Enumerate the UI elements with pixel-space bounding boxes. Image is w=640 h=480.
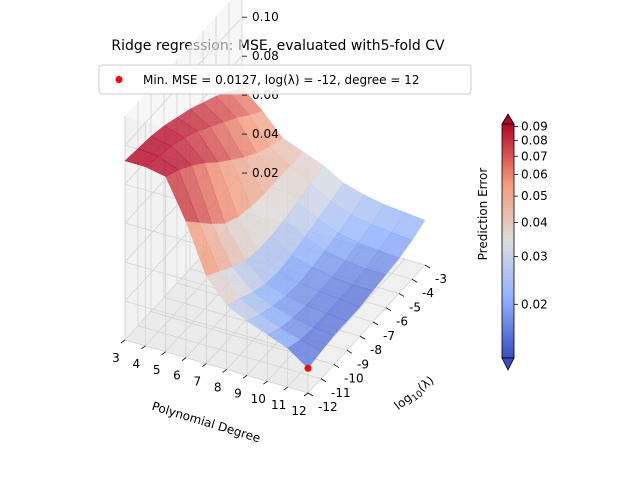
y-tick-mark [307, 392, 314, 397]
x-tick-label: 8 [214, 380, 222, 394]
y-tick-mark [398, 293, 405, 297]
colorbar-tick-label: 0.09 [521, 120, 548, 134]
minimum-marker-layer [304, 364, 312, 372]
z-tick-label: 0.10 [252, 10, 279, 24]
grid-floor-y [124, 339, 309, 394]
y-tick-label: -8 [370, 343, 382, 357]
colorbar-body [501, 123, 515, 359]
x-tick-label: 10 [251, 392, 266, 406]
x-tick-label: 3 [112, 351, 120, 365]
colorbar-tick-label: 0.04 [521, 215, 548, 229]
colorbar-tick-label: 0.03 [521, 249, 548, 263]
y-tick-label: -4 [422, 286, 434, 300]
svg-text:log10(λ): log10(λ) [391, 373, 438, 415]
legend-marker [115, 76, 123, 83]
y-tick-label: -5 [409, 300, 421, 314]
x-ticks: 3 4 5 6 7 8 9 10 11 12 [112, 339, 309, 418]
colorbar-tick-label: 0.05 [521, 189, 548, 203]
colorbar-ticks: 0.090.080.07 0.06 0.05 0.04 0.03 0.02 [514, 120, 548, 311]
y-tick-mark [424, 264, 431, 269]
x-tick-mark [263, 380, 268, 385]
colorbar-extend-top [501, 113, 515, 125]
y-tick-mark [359, 335, 366, 340]
colorbar-tick-label: 0.06 [521, 168, 548, 182]
legend-box [98, 64, 472, 95]
x-tick-mark [242, 375, 248, 379]
colorbar-tick-label: 0.02 [521, 297, 548, 311]
y-tick-mark [385, 307, 392, 312]
x-tick-label: 6 [173, 369, 181, 383]
x-tick-label: 9 [234, 386, 242, 400]
axes-3d: 3 4 5 6 7 8 9 10 11 12 -3-4-5-6-7-8-9-10-11-12 0.… [112, 0, 447, 418]
x-tick-mark [202, 363, 207, 367]
y-tick-label: -3 [435, 272, 447, 286]
y-tick-mark [372, 321, 379, 326]
x-tick-label: 5 [153, 363, 161, 377]
legend: Min. MSE = 0.0127, log(λ) = -12, degree … [98, 64, 472, 95]
grid-left-z [124, 300, 309, 355]
x-tick-label: 12 [291, 404, 306, 418]
y-tick-label: -11 [331, 386, 351, 400]
x-tick-mark [283, 386, 288, 391]
y-tick-mark [333, 364, 340, 368]
x-tick-mark [181, 357, 187, 361]
x-tick-label: 11 [271, 398, 286, 412]
y-tick-mark [411, 278, 418, 283]
y-tick-mark [346, 349, 353, 354]
y-tick-label: -12 [318, 400, 338, 414]
y-axis-label-log: log [391, 390, 414, 412]
colorbar: 0.090.080.07 0.06 0.05 0.04 0.03 0.02 [501, 113, 548, 371]
colorbar-extend-bottom [501, 357, 515, 371]
x-tick-label: 7 [193, 375, 201, 389]
y-tick-label: -6 [396, 315, 408, 329]
z-axis-label: Prediction Error [476, 168, 490, 261]
y-tick-label: -9 [357, 357, 369, 371]
grid-floor-y [137, 325, 322, 380]
x-axis-label: Polynomial Degree [150, 399, 262, 445]
legend-label: Min. MSE = 0.0127, log(λ) = -12, degree … [143, 73, 419, 87]
y-ticks: -3-4-5-6-7-8-9-10-11-12 [307, 264, 447, 414]
y-tick-mark [320, 378, 327, 383]
y-tick-label: -7 [383, 329, 395, 343]
surface-patch [287, 339, 322, 369]
y-axis-label: log10(λ) [391, 373, 438, 415]
x-tick-mark [161, 351, 166, 356]
colorbar-tick-label: 0.08 [521, 134, 548, 148]
x-tick-mark [303, 392, 309, 397]
x-tick-label: 4 [132, 357, 140, 371]
z-ticks: 0.020.040.060.080.10 [242, 10, 279, 180]
minimum-marker [304, 364, 312, 372]
z-tick-label: 0.04 [252, 127, 279, 141]
grid-floor-x [307, 264, 426, 394]
y-tick-label: -10 [344, 372, 364, 386]
colorbar-tick-label: 0.07 [521, 149, 548, 163]
surface [124, 87, 426, 369]
x-tick-mark [222, 369, 227, 373]
x-tick-mark [120, 339, 126, 344]
x-tick-mark [141, 345, 146, 350]
z-tick-label: 0.08 [252, 49, 279, 63]
z-tick-label: 0.02 [252, 166, 279, 180]
